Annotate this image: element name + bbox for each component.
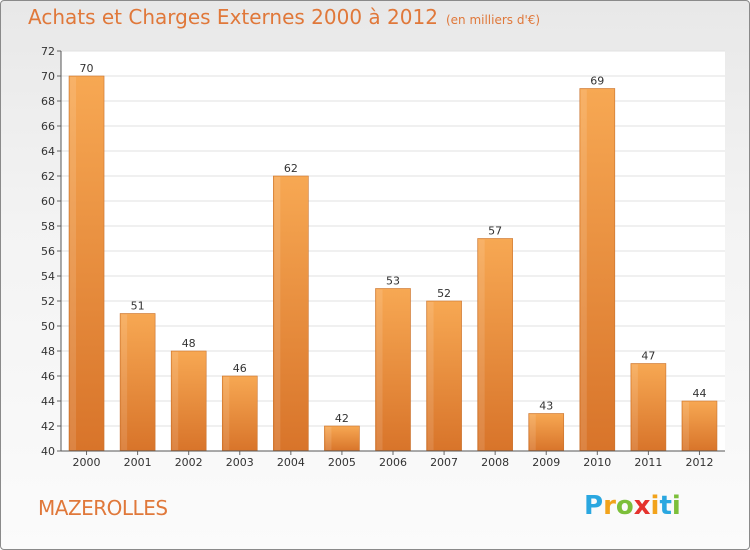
y-tick-label: 40 <box>41 445 55 458</box>
bar-2000 <box>68 75 105 452</box>
x-tick-label-2007: 2007 <box>430 456 458 469</box>
y-tick-label: 70 <box>41 70 55 83</box>
bar-2008 <box>477 238 513 452</box>
value-label-2012: 44 <box>692 387 706 400</box>
bar-2010 <box>579 88 616 452</box>
bar-2002 <box>170 350 207 452</box>
axes <box>60 51 725 452</box>
x-tick-label-2004: 2004 <box>277 456 305 469</box>
bar-2004 <box>273 175 309 452</box>
x-tick-label-2011: 2011 <box>634 456 662 469</box>
logo-letter: t <box>659 491 672 521</box>
y-tick-label: 56 <box>41 245 55 258</box>
bar-highlight <box>121 314 128 450</box>
y-tick-label: 58 <box>41 220 55 233</box>
value-label-2002: 48 <box>182 337 196 350</box>
value-label-2007: 52 <box>437 287 451 300</box>
bar-highlight <box>70 77 77 450</box>
bar-highlight <box>478 239 485 450</box>
bar-highlight <box>274 177 281 450</box>
bar-highlight <box>631 364 638 450</box>
bar-2005 <box>324 425 360 452</box>
bar-2012 <box>681 400 718 452</box>
bar-highlight <box>325 427 332 450</box>
y-tick-label: 50 <box>41 320 55 333</box>
x-tick-label-2008: 2008 <box>481 456 509 469</box>
bar-2011 <box>630 363 667 452</box>
logo-letter: P <box>584 491 604 521</box>
y-tick-label: 66 <box>41 120 55 133</box>
bar-highlight <box>172 352 179 450</box>
logo-letter: x <box>633 491 651 521</box>
value-label-2004: 62 <box>284 162 298 175</box>
commune-name: MAZEROLLES <box>38 496 168 520</box>
y-tick-label: 54 <box>41 270 55 283</box>
x-tick-label-2012: 2012 <box>685 456 713 469</box>
value-label-2011: 47 <box>641 350 655 363</box>
bar-2003 <box>221 375 258 452</box>
bar-highlight <box>580 89 587 450</box>
y-tick-label: 72 <box>41 45 55 58</box>
logo-letter: i <box>650 491 660 521</box>
bar-2006 <box>375 288 411 452</box>
value-labels: 70 51 48 46 62 42 53 52 57 43 69 47 44 <box>80 62 707 425</box>
bar-highlight <box>376 289 383 450</box>
x-tick-label-2010: 2010 <box>583 456 611 469</box>
x-tick-label-2005: 2005 <box>328 456 356 469</box>
x-tick-label-2003: 2003 <box>226 456 254 469</box>
value-label-2000: 70 <box>80 62 94 75</box>
y-tick-label: 44 <box>41 395 55 408</box>
x-tick-label-2001: 2001 <box>124 456 152 469</box>
y-tick-label: 64 <box>41 145 55 158</box>
bar-highlight <box>682 402 689 450</box>
y-tick-label: 46 <box>41 370 55 383</box>
x-tick-label-2006: 2006 <box>379 456 407 469</box>
y-tick-label: 42 <box>41 420 55 433</box>
y-tick-label: 68 <box>41 95 55 108</box>
bar-2007 <box>426 300 462 452</box>
value-label-2008: 57 <box>488 225 502 238</box>
value-label-2005: 42 <box>335 412 349 425</box>
y-tick-label: 48 <box>41 345 55 358</box>
bar-2009 <box>528 413 565 452</box>
y-tick-label: 60 <box>41 195 55 208</box>
bars <box>68 75 718 452</box>
logo-letter: r <box>603 491 616 521</box>
value-label-2006: 53 <box>386 275 400 288</box>
value-label-2010: 69 <box>590 75 604 88</box>
bar-highlight <box>529 414 536 450</box>
chart-title-text: Achats et Charges Externes 2000 à 2012 <box>28 5 438 29</box>
x-tick-label-2009: 2009 <box>532 456 560 469</box>
y-axis-ticks: 40 42 44 46 48 50 52 54 56 58 60 62 64 66 68 70 72 <box>41 45 61 458</box>
proxiti-logo: Proxiti <box>584 491 681 521</box>
x-axis-ticks: 2000 2001 2002 2003 2004 2005 2006 2007 2008 2009… <box>73 451 713 469</box>
logo-letter: i <box>671 491 681 521</box>
bar-highlight <box>427 302 434 450</box>
logo-letter: o <box>615 491 634 521</box>
y-tick-label: 52 <box>41 295 55 308</box>
x-tick-label-2000: 2000 <box>73 456 101 469</box>
value-label-2003: 46 <box>233 362 247 375</box>
chart-title: Achats et Charges Externes 2000 à 2012 (e… <box>28 5 540 29</box>
x-tick-label-2002: 2002 <box>175 456 203 469</box>
bar-highlight <box>223 377 230 450</box>
chart-unit-note: (en milliers d'€) <box>445 13 541 27</box>
y-tick-label: 62 <box>41 170 55 183</box>
value-label-2009: 43 <box>539 400 553 413</box>
value-label-2001: 51 <box>131 300 145 313</box>
